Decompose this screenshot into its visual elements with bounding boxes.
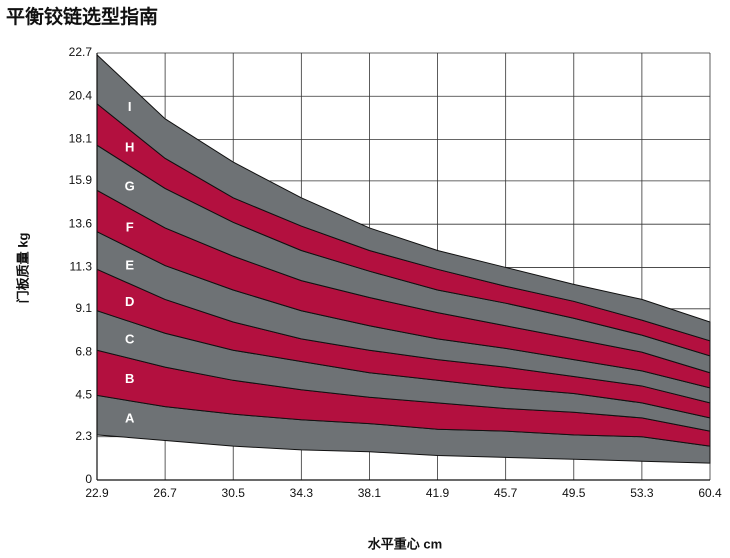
- band-label: B: [125, 371, 134, 386]
- x-tick-label: 49.5: [562, 486, 586, 500]
- y-tick-label: 9.1: [75, 301, 92, 315]
- y-axis-label: 门板质量 kg: [15, 233, 30, 304]
- y-tick-label: 20.4: [69, 88, 93, 102]
- band: [96, 53, 711, 342]
- band-label: C: [125, 331, 135, 346]
- y-tick-label: 18.1: [69, 132, 93, 146]
- y-tick-label: 6.8: [75, 344, 92, 358]
- band-label: A: [125, 411, 135, 426]
- x-axis-label: 水平重心 cm: [368, 536, 442, 551]
- band-label: I: [128, 99, 132, 114]
- y-tick-label: 4.5: [75, 388, 92, 402]
- band-label: G: [125, 179, 135, 194]
- y-tick-label: 15.9: [69, 173, 93, 187]
- x-tick-label: 53.3: [630, 486, 654, 500]
- x-tick-label: 30.5: [222, 486, 246, 500]
- band-label: H: [125, 139, 134, 154]
- y-tick-label: 13.6: [69, 216, 93, 230]
- y-tick-label: 2.3: [75, 429, 92, 443]
- x-tick-label: 60.4: [698, 486, 722, 500]
- x-tick-label: 38.1: [358, 486, 382, 500]
- y-tick-label: 22.7: [69, 45, 93, 59]
- band-label: F: [126, 220, 134, 235]
- y-tick-label: 0: [85, 472, 92, 486]
- x-tick-label: 26.7: [153, 486, 177, 500]
- band-label: D: [125, 294, 134, 309]
- x-tick-label: 34.3: [290, 486, 314, 500]
- x-tick-label: 22.9: [85, 486, 109, 500]
- x-tick-label: 45.7: [494, 486, 518, 500]
- chart-title: 平衡铰链选型指南: [6, 5, 158, 28]
- x-tick-label: 41.9: [426, 486, 450, 500]
- band-label: E: [125, 257, 134, 272]
- y-tick-label: 11.3: [70, 260, 93, 274]
